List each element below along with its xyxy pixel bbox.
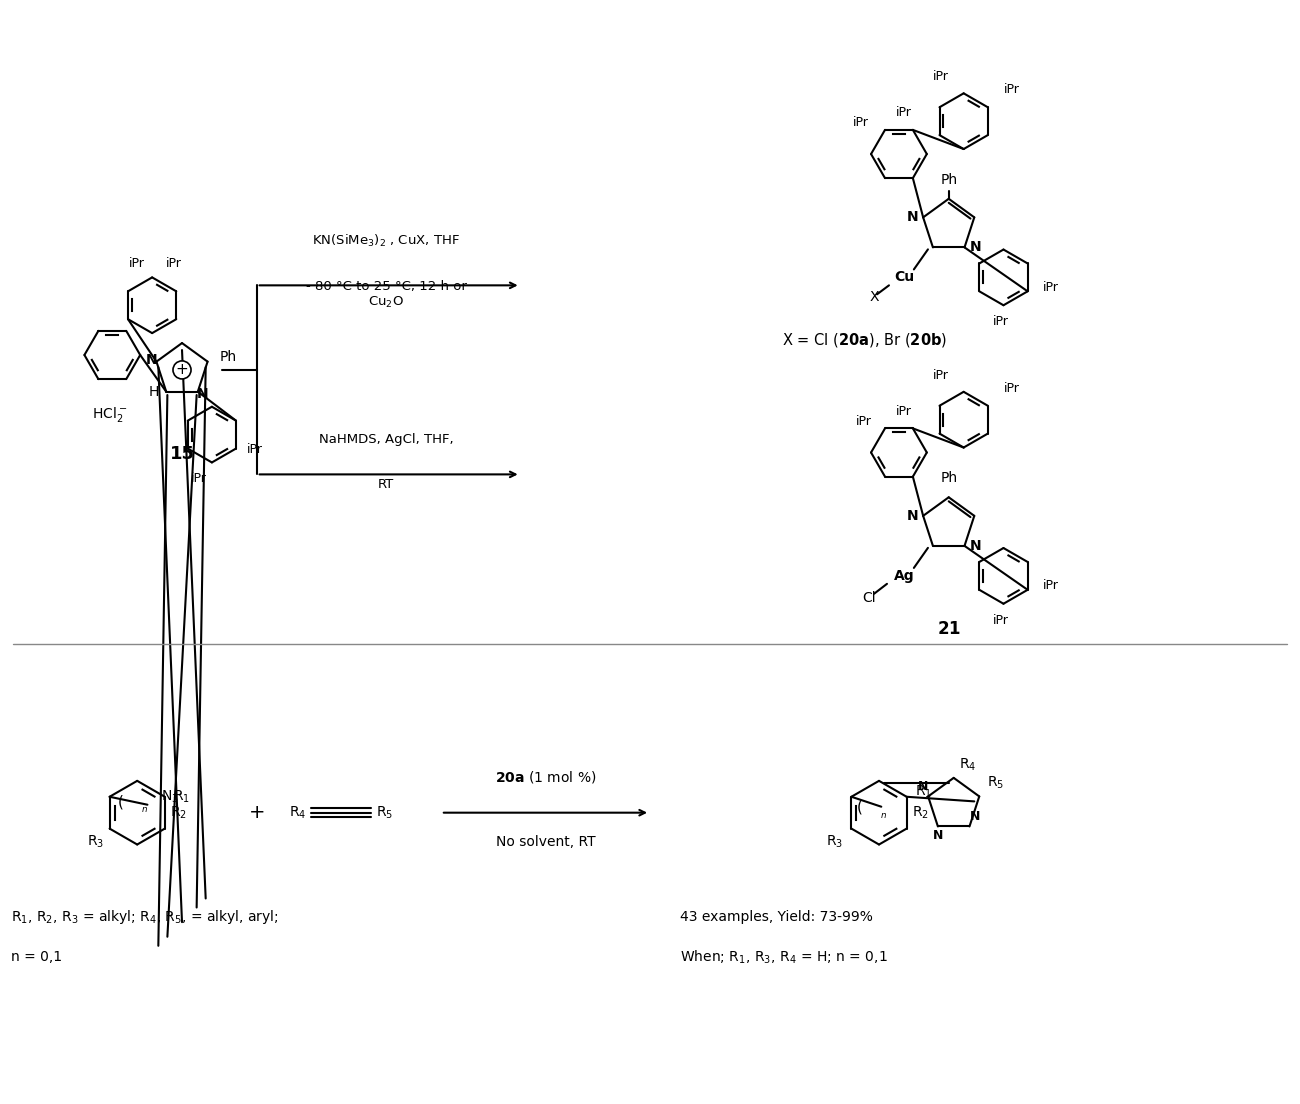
Text: X: X bbox=[870, 290, 879, 305]
Text: 43 examples, Yield: 73-99%: 43 examples, Yield: 73-99% bbox=[680, 910, 872, 924]
Text: R$_1$: R$_1$ bbox=[173, 788, 190, 805]
Text: R$_2$: R$_2$ bbox=[170, 804, 187, 820]
Text: $_{n}$: $_{n}$ bbox=[140, 803, 148, 815]
Text: +: + bbox=[248, 804, 265, 822]
Text: Cu: Cu bbox=[894, 270, 914, 285]
Text: H: H bbox=[150, 384, 160, 399]
Text: iPr: iPr bbox=[933, 71, 949, 84]
Text: +: + bbox=[176, 362, 188, 378]
Text: iPr: iPr bbox=[1004, 382, 1019, 395]
Text: $\bf{21}$: $\bf{21}$ bbox=[937, 619, 961, 638]
Text: (: ( bbox=[857, 799, 862, 815]
Text: iPr: iPr bbox=[993, 614, 1009, 627]
Text: N: N bbox=[970, 241, 982, 254]
Text: R$_3$: R$_3$ bbox=[87, 834, 104, 850]
Text: iPr: iPr bbox=[853, 116, 868, 129]
Text: N$_3$: N$_3$ bbox=[161, 788, 179, 805]
Text: iPr: iPr bbox=[1004, 83, 1019, 96]
Text: KN(SiMe$_3$)$_2$ , CuX, THF: KN(SiMe$_3$)$_2$ , CuX, THF bbox=[312, 233, 460, 248]
Text: R$_5$: R$_5$ bbox=[987, 775, 1005, 792]
Text: R$_4$: R$_4$ bbox=[289, 805, 307, 821]
Text: Ph: Ph bbox=[940, 471, 957, 486]
Text: - 80 °C to 25 °C, 12 h or
Cu$_2$O: - 80 °C to 25 °C, 12 h or Cu$_2$O bbox=[306, 280, 467, 310]
Text: iPr: iPr bbox=[1044, 580, 1060, 593]
Text: Cl: Cl bbox=[862, 591, 876, 605]
Text: N: N bbox=[906, 211, 918, 224]
Text: R$_4$: R$_4$ bbox=[958, 756, 976, 773]
Text: N: N bbox=[198, 386, 208, 401]
Text: R$_1$: R$_1$ bbox=[915, 784, 932, 800]
Text: NaHMDS, AgCl, THF,: NaHMDS, AgCl, THF, bbox=[318, 433, 454, 446]
Text: Ph: Ph bbox=[220, 350, 237, 363]
Text: iPr: iPr bbox=[247, 443, 263, 456]
Text: (: ( bbox=[117, 794, 124, 809]
Text: n = 0,1: n = 0,1 bbox=[10, 949, 62, 964]
Text: iPr: iPr bbox=[857, 415, 872, 427]
Text: N: N bbox=[932, 829, 942, 842]
Text: X = Cl ($\bf{20a}$), Br ($\bf{20b}$): X = Cl ($\bf{20a}$), Br ($\bf{20b}$) bbox=[781, 331, 946, 349]
Text: No solvent, RT: No solvent, RT bbox=[495, 835, 595, 849]
Text: R$_3$: R$_3$ bbox=[827, 834, 844, 850]
Text: iPr: iPr bbox=[1044, 280, 1060, 294]
Text: iPr: iPr bbox=[896, 405, 911, 417]
Text: 15: 15 bbox=[169, 446, 195, 464]
Text: iPr: iPr bbox=[896, 106, 911, 119]
Text: N: N bbox=[970, 539, 982, 553]
Text: iPr: iPr bbox=[933, 369, 949, 382]
Text: R$_2$: R$_2$ bbox=[911, 804, 928, 820]
Text: R$_1$, R$_2$, R$_3$ = alkyl; R$_4$, R$_5$, = alkyl, aryl;: R$_1$, R$_2$, R$_3$ = alkyl; R$_4$, R$_5… bbox=[10, 909, 278, 926]
Text: iPr: iPr bbox=[129, 257, 146, 270]
Text: N: N bbox=[918, 781, 928, 794]
Text: Ph: Ph bbox=[940, 173, 957, 187]
Text: Ag: Ag bbox=[893, 569, 914, 583]
Text: iPr: iPr bbox=[191, 473, 207, 486]
Text: N: N bbox=[906, 509, 918, 523]
Text: $\bf{20a}$ (1 mol %): $\bf{20a}$ (1 mol %) bbox=[495, 768, 597, 785]
Text: N: N bbox=[146, 352, 157, 367]
Text: N: N bbox=[970, 810, 980, 824]
Text: iPr: iPr bbox=[166, 257, 182, 270]
Text: RT: RT bbox=[378, 478, 394, 491]
Text: R$_5$: R$_5$ bbox=[376, 805, 394, 821]
Text: When; R$_1$, R$_3$, R$_4$ = H; n = 0,1: When; R$_1$, R$_3$, R$_4$ = H; n = 0,1 bbox=[680, 948, 888, 966]
Text: HCl$_2^-$: HCl$_2^-$ bbox=[92, 405, 127, 424]
Text: iPr: iPr bbox=[993, 316, 1009, 328]
Text: $_{n}$: $_{n}$ bbox=[880, 808, 887, 821]
